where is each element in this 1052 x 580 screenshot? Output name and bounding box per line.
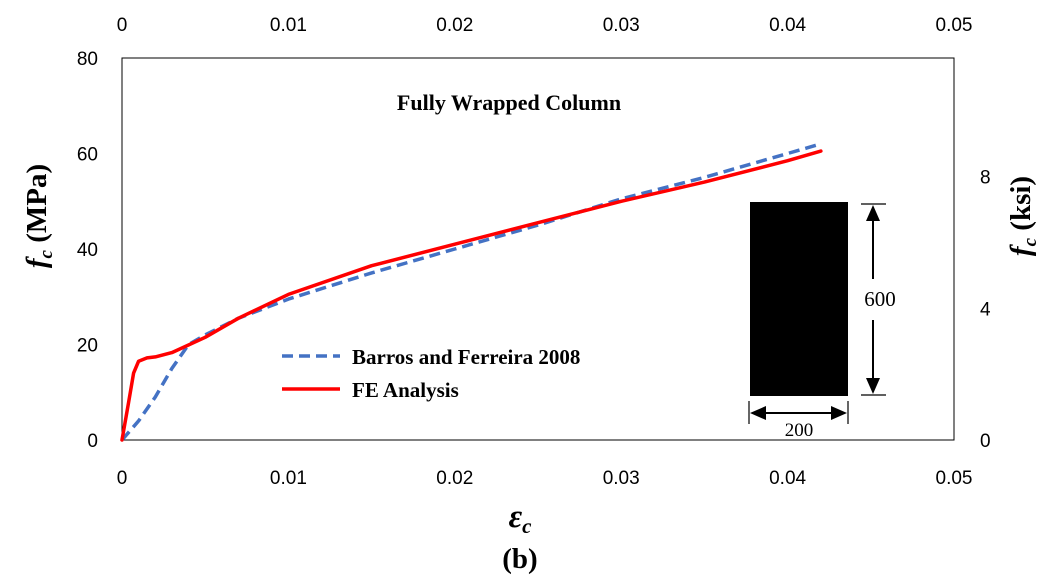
y-axis-left-subscript: c (36, 249, 57, 258)
x-axis-subscript: c (522, 514, 532, 538)
chart-title: Fully Wrapped Column (397, 90, 621, 115)
series-layer (120, 142, 823, 442)
x-tick-label-top: 0.05 (936, 15, 973, 36)
x-tick-label-bottom: 0 (117, 468, 128, 489)
y-axis-right-label: fc (ksi) (1005, 176, 1041, 256)
x-tick-label-bottom: 0.05 (936, 468, 973, 489)
x-tick-label-top: 0.01 (270, 15, 307, 36)
legend: Barros and Ferreira 2008 FE Analysis (282, 345, 580, 402)
y-axis-left-unit: (MPa) (21, 164, 53, 243)
x-tick-label-top: 0.03 (603, 15, 640, 36)
legend-label-barros: Barros and Ferreira 2008 (352, 345, 580, 369)
x-tick-label-top: 0.02 (436, 15, 473, 36)
column-section-rect (750, 202, 848, 396)
x-tick-label-bottom: 0.02 (436, 468, 473, 489)
column-cross-section-inset: 600 200 (748, 202, 896, 441)
x-tick-label-bottom: 0.04 (769, 468, 806, 489)
x-axis-label: εc (509, 499, 533, 538)
y-tick-label-left: 20 (77, 336, 98, 357)
y-axis-right-unit-spacer (1005, 231, 1037, 238)
series-line-fe (120, 149, 823, 442)
y-tick-label-right: 4 (980, 299, 991, 320)
y-axis-left-label: fc (MPa) (21, 164, 57, 268)
y-tick-label-left: 80 (77, 49, 98, 70)
x-axis-bottom-ticks: 0 0.01 0.02 0.03 0.04 0.05 (117, 468, 973, 489)
width-dimension-label: 200 (785, 420, 814, 441)
x-axis-top-ticks: 0 0.01 0.02 0.03 0.04 0.05 (117, 15, 973, 36)
arrow-right-icon (831, 406, 847, 420)
y-axis-right-ticks: 0 4 8 (980, 168, 991, 452)
height-dimension-label: 600 (864, 287, 896, 311)
y-tick-label-right: 0 (980, 431, 991, 452)
y-tick-label-left: 0 (87, 431, 98, 452)
x-tick-label-top: 0.04 (769, 15, 806, 36)
legend-label-fe: FE Analysis (352, 378, 459, 402)
plot-area-frame (121, 57, 955, 441)
series-line-barros (120, 142, 822, 442)
x-tick-label-bottom: 0.03 (603, 468, 640, 489)
x-axis-symbol: ε (509, 499, 523, 535)
arrow-down-icon (866, 378, 880, 394)
y-tick-label-left: 40 (77, 240, 98, 261)
arrow-left-icon (750, 406, 766, 420)
y-axis-right-subscript: c (1020, 237, 1041, 246)
y-axis-left-unit-spacer (21, 243, 53, 250)
figure-caption: (b) (502, 543, 537, 575)
y-tick-label-right: 8 (980, 168, 991, 189)
x-tick-label-top: 0 (117, 15, 128, 36)
y-axis-left-ticks: 0 20 40 60 80 (77, 49, 98, 452)
y-tick-label-left: 60 (77, 145, 98, 166)
x-tick-label-bottom: 0.01 (270, 468, 307, 489)
arrow-up-icon (866, 205, 880, 221)
y-axis-right-unit: (ksi) (1005, 176, 1037, 231)
